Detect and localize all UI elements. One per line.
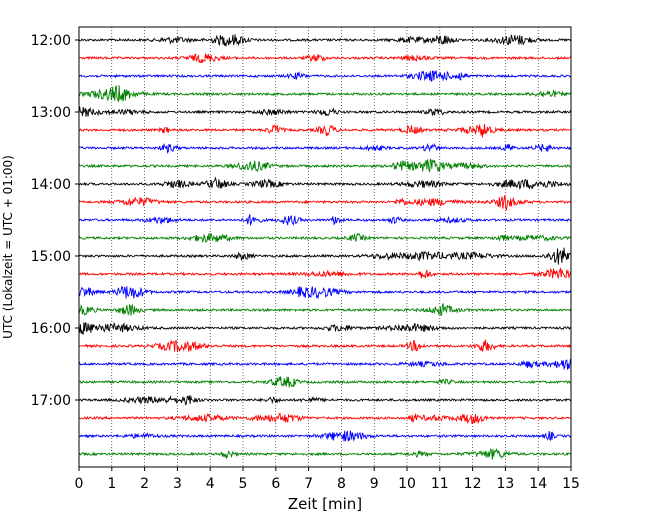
x-tick-label: 14	[529, 476, 547, 492]
seismogram-trace	[78, 412, 571, 425]
seismogram-trace	[78, 247, 572, 265]
x-axis-ticks: 0 1 2 3 4 5 6 7 8 9 10 11 12 13 14 15	[75, 467, 580, 492]
y-tick-label: 13:00	[31, 105, 71, 121]
x-tick-label: 13	[496, 476, 514, 492]
x-tick-label: 12	[464, 476, 482, 492]
y-tick-label: 12:00	[31, 33, 71, 49]
x-tick-label: 7	[304, 476, 313, 492]
x-tick-label: 15	[562, 476, 580, 492]
seismogram-trace	[78, 194, 572, 211]
seismogram-trace	[78, 106, 572, 117]
x-tick-label: 6	[271, 476, 280, 492]
seismogram-trace	[78, 339, 572, 352]
seismogram-trace	[78, 285, 572, 300]
x-tick-label: 8	[337, 476, 346, 492]
seismogram-trace	[78, 232, 572, 244]
seismogram-trace	[78, 267, 572, 280]
x-tick-label: 9	[370, 476, 379, 492]
y-tick-label: 14:00	[31, 177, 71, 193]
seismogram-trace	[78, 302, 572, 317]
y-tick-label: 16:00	[31, 321, 71, 337]
seismogram-trace	[78, 176, 572, 191]
seismogram-traces	[78, 34, 572, 460]
seismogram-trace	[78, 123, 572, 138]
seismogram-trace	[78, 321, 572, 335]
x-tick-label: 10	[398, 476, 416, 492]
x-tick-label: 4	[206, 476, 215, 492]
x-tick-label: 0	[75, 476, 84, 492]
seismogram-trace	[78, 358, 572, 371]
x-axis-label: Zeit [min]	[288, 495, 362, 513]
seismogram-trace	[78, 447, 572, 460]
vertical-grid	[111, 27, 539, 467]
seismogram-trace	[78, 430, 572, 442]
seismogram-trace	[78, 158, 572, 173]
x-tick-label: 3	[173, 476, 182, 492]
x-tick-label: 5	[239, 476, 248, 492]
seismogram-trace	[78, 70, 572, 82]
x-tick-label: 11	[431, 476, 449, 492]
y-axis-ticks: 12:00 13:00 14:00 15:00 16:00 17:00	[31, 33, 79, 409]
plot-frame	[78, 26, 572, 468]
x-tick-label: 1	[107, 476, 116, 492]
y-tick-label: 17:00	[31, 393, 71, 409]
seismogram-trace	[78, 142, 572, 154]
seismogram-trace	[78, 34, 572, 47]
seismogram-trace	[78, 214, 572, 226]
seismogram-trace	[78, 53, 572, 64]
x-tick-label: 2	[140, 476, 149, 492]
seismogram-trace	[78, 85, 571, 102]
seismogram-trace	[78, 376, 572, 388]
y-tick-label: 15:00	[31, 249, 71, 265]
seismogram-trace	[78, 395, 572, 406]
y-axis-label: UTC (Lokalzeit = UTC + 01:00)	[1, 155, 15, 339]
